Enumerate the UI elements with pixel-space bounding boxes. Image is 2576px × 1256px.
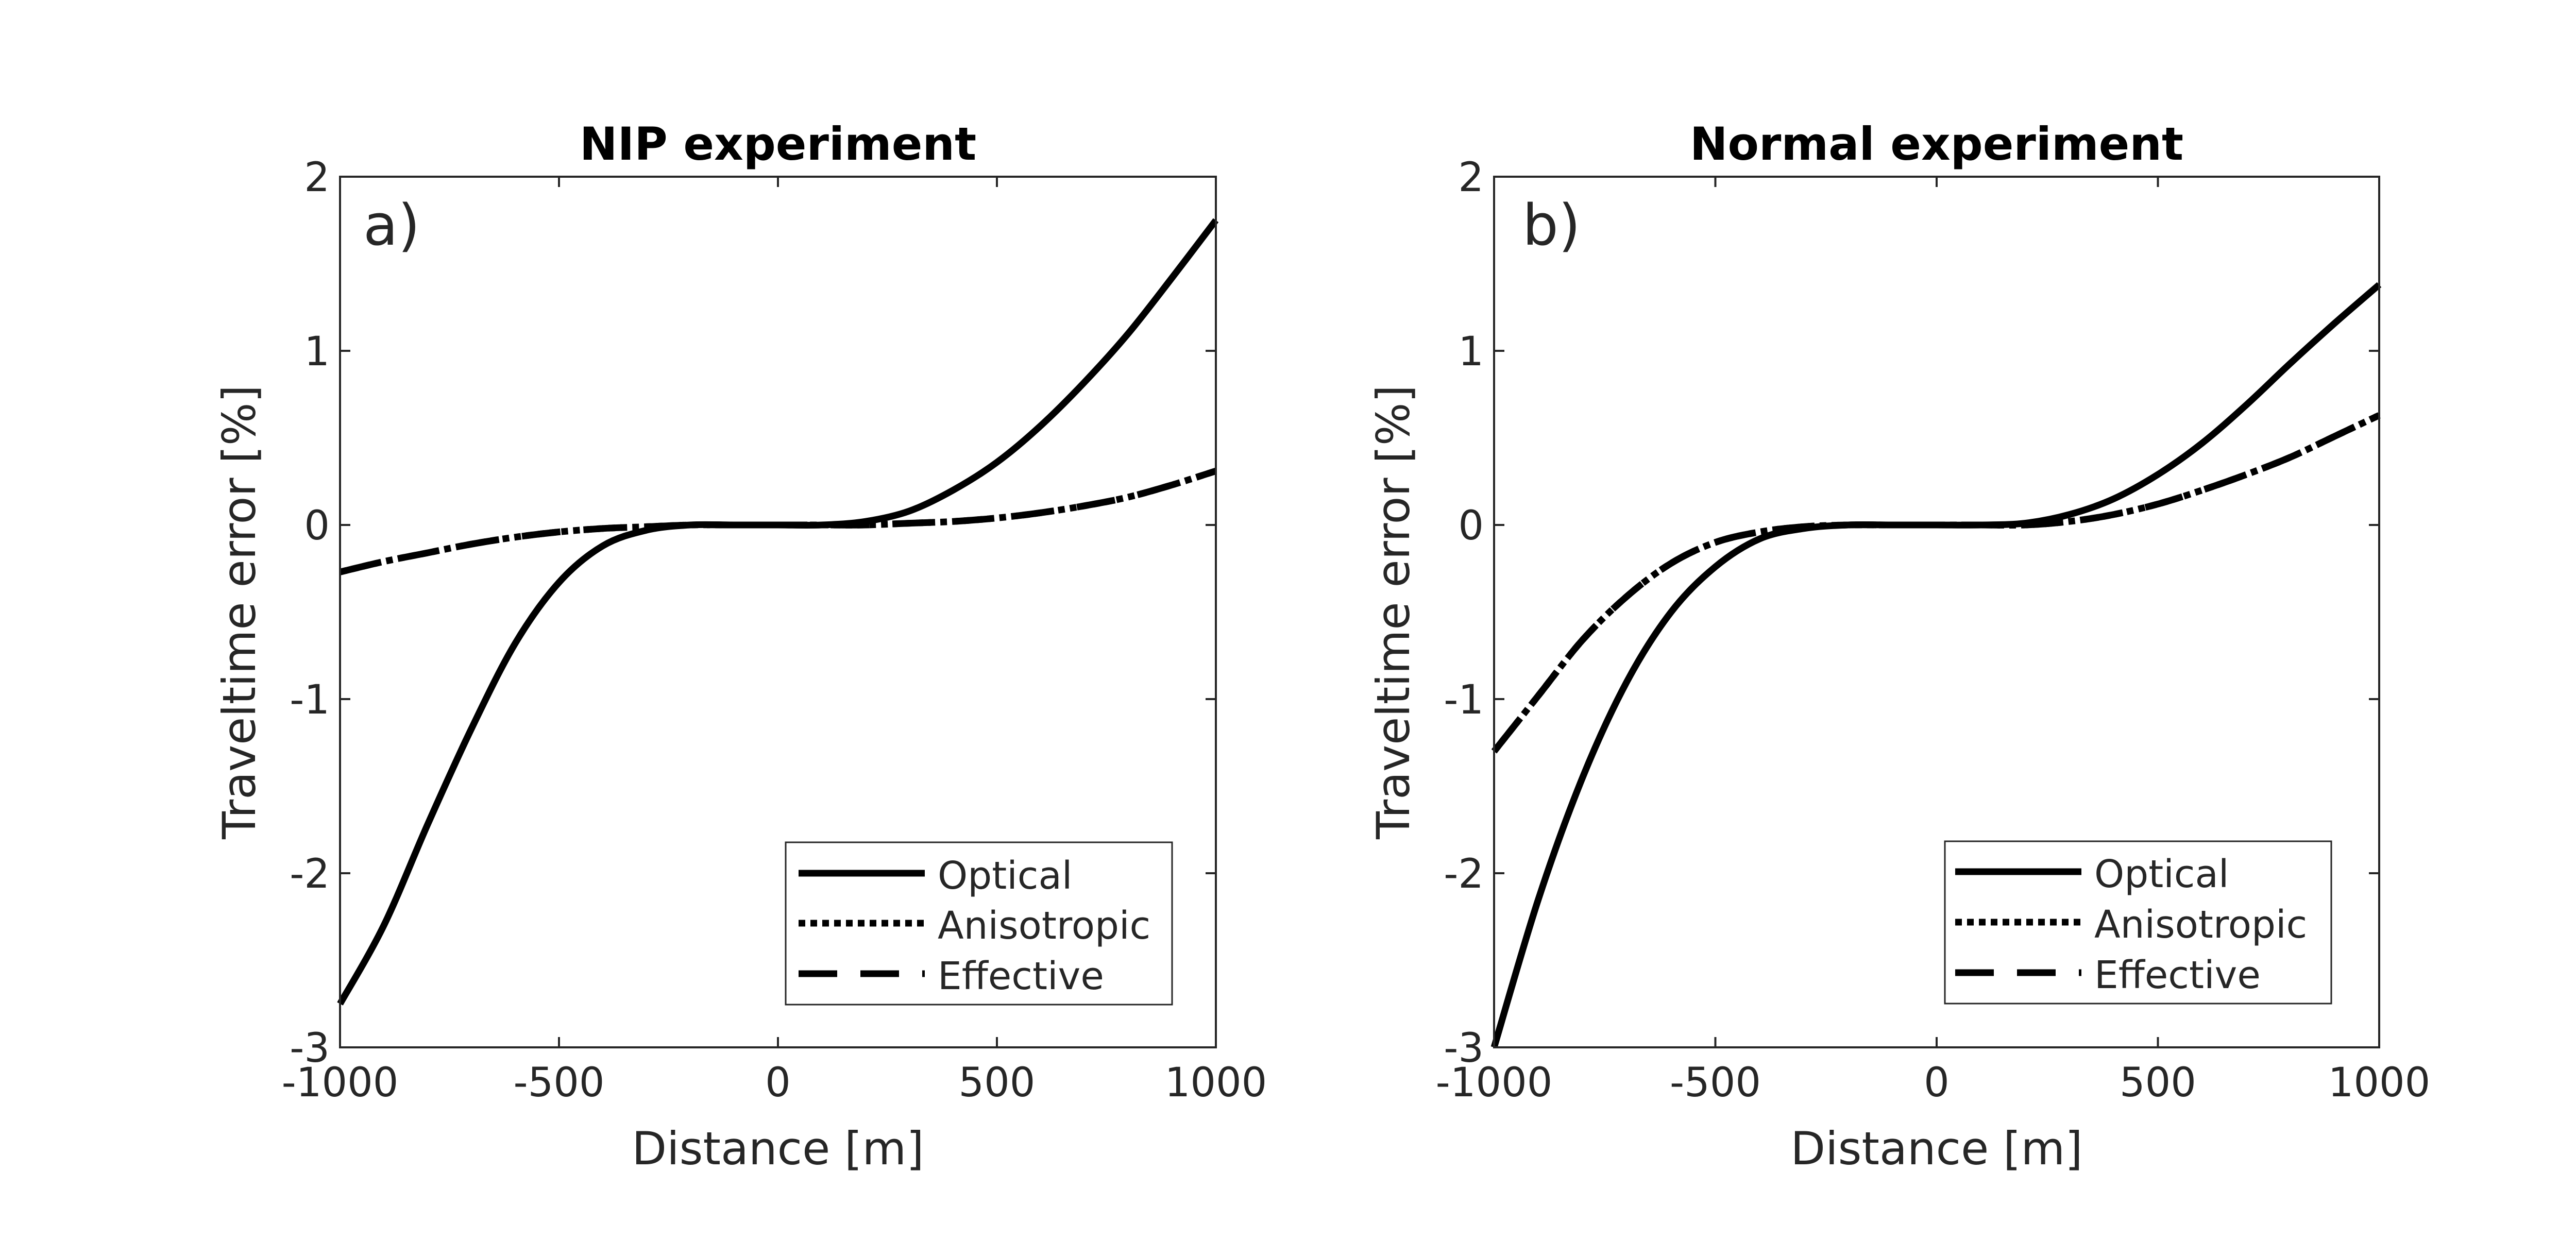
y-tick-label: -2 — [1444, 851, 1484, 897]
x-tick-label: -1000 — [1436, 1060, 1553, 1106]
y-tick-label: -3 — [290, 1025, 330, 1072]
panel-nip-experiment: -1000 -500 0 500 1000 -3 -2 -1 0 1 2 NIP experimen… — [213, 117, 1267, 1175]
chart-title: Normal experiment — [1690, 117, 2183, 171]
legend: Optical Anisotropic Effective — [785, 841, 1173, 1006]
legend-label-effective: Effective — [938, 954, 1104, 998]
y-axis-label: Traveltime error [%] — [1367, 385, 1420, 840]
x-tick-label: 1000 — [2328, 1060, 2431, 1106]
x-tick-label: 1000 — [1165, 1060, 1267, 1106]
chart-title: NIP experiment — [580, 117, 976, 171]
series-line-effective — [1491, 412, 2381, 754]
y-tick-label: -1 — [1444, 677, 1484, 723]
x-tick-label: 0 — [765, 1060, 791, 1106]
legend-label-optical: Optical — [938, 854, 1072, 898]
tick-group: -1000 -500 0 500 1000 -3 -2 -1 0 1 2 — [282, 155, 1267, 1106]
legend-label-optical: Optical — [2094, 852, 2229, 896]
panel-label: a) — [363, 192, 420, 258]
series-line-effective — [339, 468, 1217, 575]
legend: Optical Anisotropic Effective — [1944, 840, 2332, 1005]
legend-label-effective: Effective — [2094, 953, 2261, 997]
legend-label-anisotropic: Anisotropic — [2094, 903, 2307, 947]
x-tick-label: 0 — [1924, 1060, 1950, 1106]
x-tick-label: 500 — [959, 1060, 1036, 1106]
x-tick-label: -500 — [513, 1060, 604, 1106]
x-axis-label: Distance [m] — [632, 1122, 924, 1175]
x-tick-label: -1000 — [282, 1060, 399, 1106]
y-tick-label: 0 — [304, 503, 330, 549]
series-group — [1490, 282, 2382, 1048]
tick-group: -1000 -500 0 500 1000 -3 -2 -1 0 1 2 — [1436, 155, 2431, 1106]
x-tick-label: -500 — [1670, 1060, 1761, 1106]
panel-label: b) — [1522, 192, 1581, 258]
series-group — [337, 218, 1219, 1006]
y-tick-label: 2 — [1458, 155, 1484, 201]
y-tick-label: -2 — [290, 851, 330, 897]
y-tick-label: -3 — [1444, 1025, 1484, 1072]
y-tick-label: 1 — [1458, 329, 1484, 375]
y-axis-label: Traveltime error [%] — [213, 385, 266, 840]
x-axis-label: Distance [m] — [1790, 1122, 2082, 1175]
y-tick-label: 1 — [304, 329, 330, 375]
y-tick-label: -1 — [290, 677, 330, 723]
panel-normal-experiment: -1000 -500 0 500 1000 -3 -2 -1 0 1 2 Normal experi… — [1367, 117, 2430, 1175]
legend-label-anisotropic: Anisotropic — [938, 904, 1150, 948]
y-tick-label: 2 — [304, 155, 330, 201]
x-tick-label: 500 — [2120, 1060, 2196, 1106]
y-tick-label: 0 — [1458, 503, 1484, 549]
